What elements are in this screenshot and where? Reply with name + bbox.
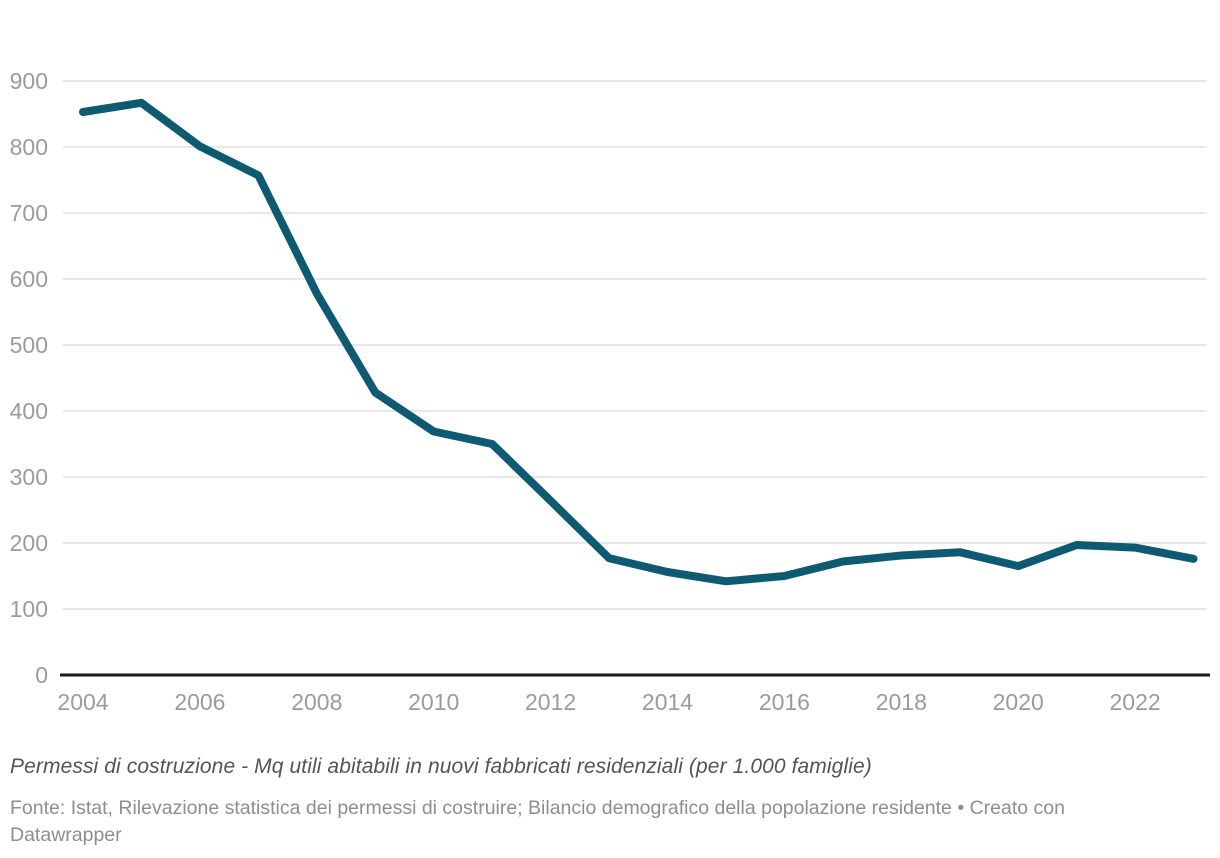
x-tick-label-2014: 2014 (642, 689, 693, 715)
y-tick-label-300: 300 (10, 464, 48, 490)
y-axis-labels: 0 100 200 300 400 500 600 700 800 900 (10, 68, 48, 688)
x-tick-label-2020: 2020 (993, 689, 1044, 715)
x-tick-label-2010: 2010 (408, 689, 459, 715)
data-line (79, 98, 1198, 586)
y-tick-label-0: 0 (35, 662, 48, 688)
x-tick-label-2018: 2018 (876, 689, 927, 715)
x-tick-label-2006: 2006 (174, 689, 225, 715)
x-tick-label-2022: 2022 (1110, 689, 1161, 715)
chart-source: Fonte: Istat, Rilevazione statistica dei… (10, 795, 1210, 849)
y-tick-label-800: 800 (10, 134, 48, 160)
y-tick-label-700: 700 (10, 200, 48, 226)
y-tick-label-200: 200 (10, 530, 48, 556)
chart-source-text: Fonte: Istat, Rilevazione statistica dei… (10, 797, 1065, 819)
y-tick-label-100: 100 (10, 596, 48, 622)
y-tick-label-600: 600 (10, 266, 48, 292)
x-tick-label-2012: 2012 (525, 689, 576, 715)
y-tick-label-500: 500 (10, 332, 48, 358)
datawrapper-credit: Datawrapper (10, 824, 122, 846)
gridlines (63, 80, 1207, 610)
y-tick-label-900: 900 (10, 68, 48, 94)
y-tick-label-400: 400 (10, 398, 48, 424)
x-tick-label-2004: 2004 (57, 689, 108, 715)
x-tick-label-2016: 2016 (759, 689, 810, 715)
x-tick-label-2008: 2008 (291, 689, 342, 715)
chart-notes: Permessi di costruzione - Mq utili abita… (10, 755, 872, 778)
x-axis-labels: 2004 2006 2008 2010 2012 2014 2016 2018 2020 2022 (57, 689, 1160, 715)
